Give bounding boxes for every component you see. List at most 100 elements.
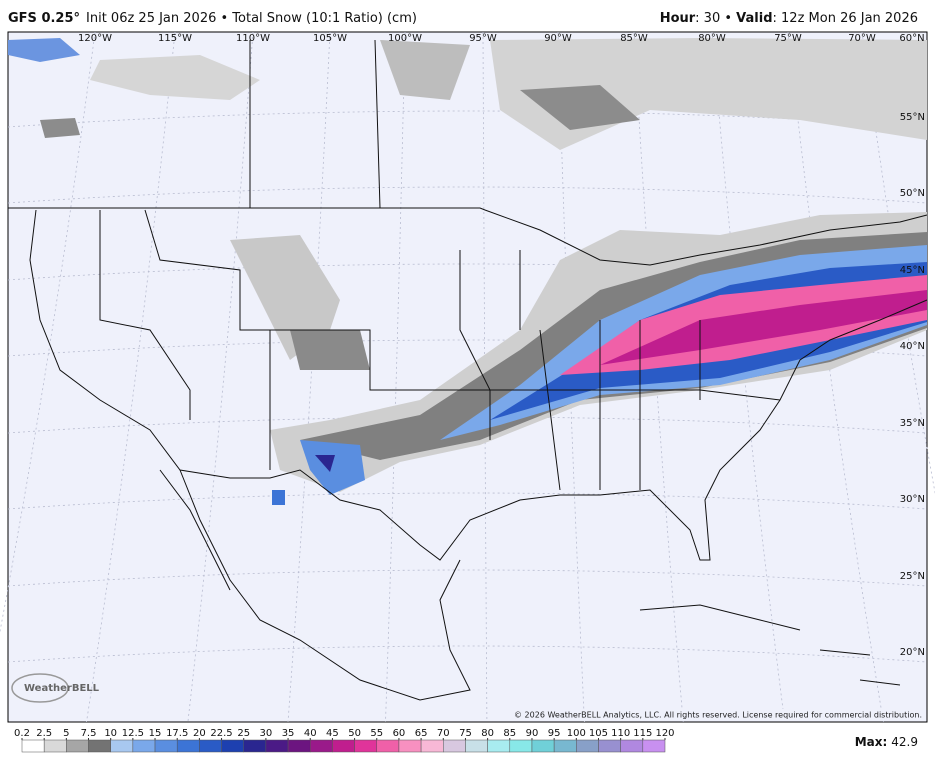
- colorbar-segment: [221, 739, 244, 753]
- lon-label: 70°W: [848, 33, 876, 44]
- colorbar-segment: [309, 739, 333, 753]
- colorbar-label: 30: [260, 728, 273, 739]
- parallel: [7, 645, 928, 663]
- max-label: Max:: [855, 735, 888, 749]
- logo-swirl: [11, 673, 69, 703]
- colorbar-segment: [287, 739, 311, 753]
- colorbar-label: 50: [348, 728, 361, 739]
- parallel: [7, 186, 928, 204]
- colorbar-label: 12.5: [122, 728, 144, 739]
- valid-part: : 30 •: [695, 11, 736, 26]
- snow-patch: [230, 235, 340, 360]
- colorbar-label: 80: [481, 728, 494, 739]
- colorbar-segment: [465, 739, 488, 753]
- copyright-bg: [545, 709, 925, 721]
- copyright: © 2026 WeatherBELL Analytics, LLC. All r…: [514, 711, 922, 720]
- colorbar-segment: [553, 739, 577, 753]
- lat-label: 40°N: [900, 341, 925, 352]
- colorbar-label: 70: [437, 728, 450, 739]
- snow-patch: [520, 85, 640, 130]
- lat-label: 50°N: [900, 188, 925, 199]
- lon-label: 80°W: [698, 33, 726, 44]
- title: GFS 0.25° Init 06z 25 Jan 2026 • Total Sn…: [8, 11, 417, 26]
- snow-patch: [40, 118, 80, 138]
- colorbar-label: 17.5: [166, 728, 188, 739]
- colorbar-label: 40: [304, 728, 317, 739]
- colorbar-label: 75: [459, 728, 472, 739]
- colorbar-segment: [398, 739, 422, 753]
- lon-label: 100°W: [388, 33, 422, 44]
- snow-swath-magenta: [600, 290, 927, 365]
- subtitle: Init 06z 25 Jan 2026 • Total Snow (10:1 …: [86, 11, 417, 26]
- model-name: GFS 0.25°: [8, 11, 80, 26]
- colorbar-label: 20: [193, 728, 206, 739]
- colorbar-segment: [598, 739, 621, 753]
- colorbar-segment: [620, 739, 644, 753]
- colorbar-segment: [132, 739, 156, 753]
- meridian: [711, 31, 785, 723]
- us-outline: [29, 209, 928, 561]
- state-line: [249, 39, 781, 401]
- colorbar-label: 5: [63, 728, 69, 739]
- parallel: [7, 492, 928, 510]
- meridian: [861, 31, 935, 495]
- colorbar-label: 65: [415, 728, 428, 739]
- colorbar-label: 120: [655, 728, 674, 739]
- logo-text: WeatherBELL: [24, 683, 100, 694]
- colorbar-segment: [66, 739, 89, 753]
- lon-label: 115°W: [158, 33, 192, 44]
- colorbar-segment: [531, 739, 555, 753]
- boundaries: [8, 39, 928, 701]
- colorbar-segment: [199, 739, 222, 753]
- colorbar-label: 100: [567, 728, 586, 739]
- colorbar: 0.2 2.5 5 7.5 10 12.5 15 17.5 20 22.5 25 30 35 40 45 50…: [14, 728, 675, 753]
- lat-label: 45°N: [900, 265, 925, 276]
- colorbar-label: 2.5: [36, 728, 52, 739]
- colorbar-segment: [576, 739, 599, 753]
- lon-label: 60°N: [899, 33, 924, 44]
- colorbar-label: 55: [370, 728, 383, 739]
- lon-label: 75°W: [774, 33, 802, 44]
- valid-part: Hour: [660, 11, 696, 26]
- colorbar-label: 90: [526, 728, 539, 739]
- caribbean: [639, 604, 901, 686]
- meridian: [0, 31, 96, 634]
- lon-label: 110°W: [236, 33, 270, 44]
- colorbar-label: 85: [503, 728, 516, 739]
- us-canada-border: [8, 207, 928, 266]
- logo: WeatherBELL: [11, 673, 100, 703]
- colorbar-segment: [265, 739, 289, 753]
- snow-patch: [380, 40, 470, 100]
- lat-label: 55°N: [900, 112, 925, 123]
- snow-patch: [290, 330, 370, 370]
- valid-part: Valid: [736, 11, 772, 26]
- valid-time: Hour: 30 • Valid: 12z Mon 26 Jan 2026: [660, 11, 918, 26]
- parallel: [7, 569, 928, 587]
- mexico-coast: [179, 469, 471, 701]
- colorbar-segment: [509, 739, 533, 753]
- colorbar-segment: [243, 739, 267, 753]
- colorbar-label: 110: [611, 728, 630, 739]
- colorbar-segment: [43, 739, 67, 753]
- colorbar-label: 25: [237, 728, 250, 739]
- lon-label: 105°W: [313, 33, 347, 44]
- max-value: Max: 42.9: [855, 735, 918, 749]
- meridian: [187, 31, 254, 723]
- colorbar-segment: [176, 739, 200, 753]
- colorbar-segment: [354, 739, 378, 753]
- snow-patch: [90, 55, 260, 100]
- baja: [159, 469, 231, 591]
- lon-label: 95°W: [469, 33, 497, 44]
- colorbar-segment: [332, 739, 355, 753]
- valid-part: : 12z Mon 26 Jan 2026: [773, 11, 918, 26]
- snow-patch: [272, 490, 285, 505]
- snow-patch: [8, 38, 80, 62]
- colorbar-label: 10: [104, 728, 117, 739]
- meridian: [385, 31, 406, 723]
- colorbar-label: 105: [589, 728, 608, 739]
- colorbar-segment: [642, 739, 666, 753]
- colorbar-segment: [376, 739, 400, 753]
- lat-label: 35°N: [900, 418, 925, 429]
